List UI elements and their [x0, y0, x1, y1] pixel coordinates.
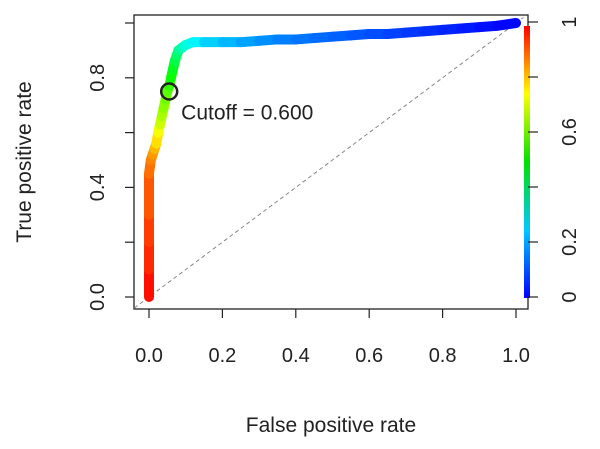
- y-tick-label: 0.0: [87, 283, 109, 311]
- colorbar-tick-label: 0.2: [559, 228, 581, 256]
- y-axis: 0.0 0.4 0.8: [87, 22, 134, 311]
- colorbar-tick-label: 0.6: [559, 118, 581, 146]
- x-tick-label: 1.0: [502, 345, 530, 367]
- x-tick-label: 0.2: [208, 345, 236, 367]
- x-axis: 0.0 0.2 0.4 0.6 0.8 1.0: [135, 309, 530, 367]
- x-axis-title: False positive rate: [246, 414, 416, 437]
- y-tick-label: 0.8: [87, 64, 109, 92]
- x-tick-label: 0.4: [282, 345, 310, 367]
- x-tick-label: 0.6: [355, 345, 383, 367]
- y-tick-label: 0.4: [87, 173, 109, 201]
- cutoff-annotation: Cutoff = 0.600: [181, 102, 313, 125]
- x-tick-label: 0.0: [135, 345, 163, 367]
- roc-curve: [144, 18, 521, 302]
- colorbar: [524, 26, 530, 298]
- colorbar-tick-label: 1: [559, 16, 581, 27]
- diagonal-reference-line: [134, 17, 524, 309]
- colorbar-axis: 0 0.2 0.6 1: [528, 16, 581, 303]
- colorbar-tick-label: 0: [559, 291, 581, 302]
- y-axis-title: True positive rate: [13, 81, 36, 242]
- plot-frame: [133, 14, 529, 310]
- x-tick-label: 0.8: [429, 345, 457, 367]
- roc-segment: [492, 18, 521, 31]
- cutoff-marker: [159, 82, 179, 101]
